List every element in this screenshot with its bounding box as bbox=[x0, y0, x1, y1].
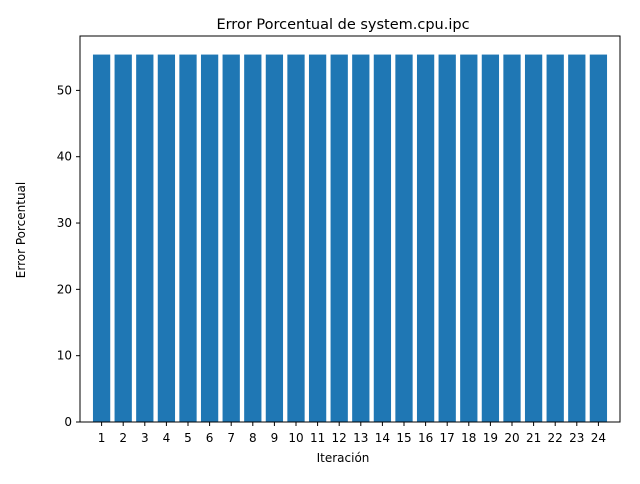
x-tick-label-24: 24 bbox=[591, 431, 606, 445]
bar-9 bbox=[265, 54, 284, 423]
x-tick-label-19: 19 bbox=[483, 431, 498, 445]
bar-12 bbox=[330, 54, 348, 423]
x-tick-label-13: 13 bbox=[353, 431, 368, 445]
x-axis-label: Iteración bbox=[317, 451, 370, 465]
x-tick-label-14: 14 bbox=[375, 431, 390, 445]
x-tick-label-9: 9 bbox=[271, 431, 279, 445]
y-tick-label-50: 50 bbox=[57, 83, 72, 97]
bar-22 bbox=[546, 54, 564, 423]
bar-16 bbox=[416, 54, 435, 423]
bar-18 bbox=[460, 54, 478, 423]
x-tick-label-12: 12 bbox=[332, 431, 347, 445]
bar-3 bbox=[136, 54, 154, 423]
bar-24 bbox=[589, 54, 608, 423]
x-tick-label-21: 21 bbox=[526, 431, 541, 445]
bar-20 bbox=[503, 54, 521, 423]
x-tick-label-4: 4 bbox=[163, 431, 171, 445]
bar-8 bbox=[244, 54, 262, 423]
x-tick-label-2: 2 bbox=[119, 431, 127, 445]
x-tick-label-10: 10 bbox=[288, 431, 303, 445]
y-tick-label-30: 30 bbox=[57, 216, 72, 230]
bar-15 bbox=[395, 54, 413, 423]
bar-11 bbox=[308, 54, 327, 423]
x-tick-label-5: 5 bbox=[184, 431, 192, 445]
x-tick-label-16: 16 bbox=[418, 431, 433, 445]
bar-23 bbox=[568, 54, 586, 423]
chart-title: Error Porcentual de system.cpu.ipc bbox=[216, 17, 469, 33]
x-tick-label-22: 22 bbox=[548, 431, 563, 445]
x-tick-label-18: 18 bbox=[461, 431, 476, 445]
bar-14 bbox=[373, 54, 392, 423]
bar-6 bbox=[200, 54, 219, 423]
bar-5 bbox=[179, 54, 197, 423]
bar-1 bbox=[92, 54, 111, 423]
bar-10 bbox=[287, 54, 305, 423]
y-tick-label-20: 20 bbox=[57, 282, 72, 296]
x-tick-label-20: 20 bbox=[504, 431, 519, 445]
x-tick-label-8: 8 bbox=[249, 431, 257, 445]
bar-13 bbox=[352, 54, 370, 423]
bar-7 bbox=[222, 54, 240, 423]
y-tick-label-0: 0 bbox=[64, 415, 72, 429]
x-tick-label-23: 23 bbox=[569, 431, 584, 445]
plot-frame bbox=[79, 35, 621, 423]
bar-4 bbox=[157, 54, 176, 423]
x-tick-label-3: 3 bbox=[141, 431, 149, 445]
x-tick-label-7: 7 bbox=[227, 431, 235, 445]
y-axis-label: Error Porcentual bbox=[14, 182, 28, 278]
y-tick-label-10: 10 bbox=[57, 349, 72, 363]
bar-19 bbox=[481, 54, 500, 423]
bar-17 bbox=[438, 54, 456, 423]
x-ticks-group: 1 2 3 4 5 6 7 8 9 10 11 12 13 14 15 16 17 18 19 20 21 22 23 24 bbox=[98, 422, 606, 445]
bar-21 bbox=[524, 54, 543, 423]
bars-group bbox=[92, 54, 608, 423]
y-ticks-group: 0 10 20 30 40 50 bbox=[57, 83, 80, 429]
x-tick-label-17: 17 bbox=[440, 431, 455, 445]
x-tick-label-1: 1 bbox=[98, 431, 106, 445]
y-tick-label-40: 40 bbox=[57, 150, 72, 164]
x-tick-label-15: 15 bbox=[396, 431, 411, 445]
x-tick-label-11: 11 bbox=[310, 431, 325, 445]
bar-2 bbox=[114, 54, 132, 423]
x-tick-label-6: 6 bbox=[206, 431, 214, 445]
